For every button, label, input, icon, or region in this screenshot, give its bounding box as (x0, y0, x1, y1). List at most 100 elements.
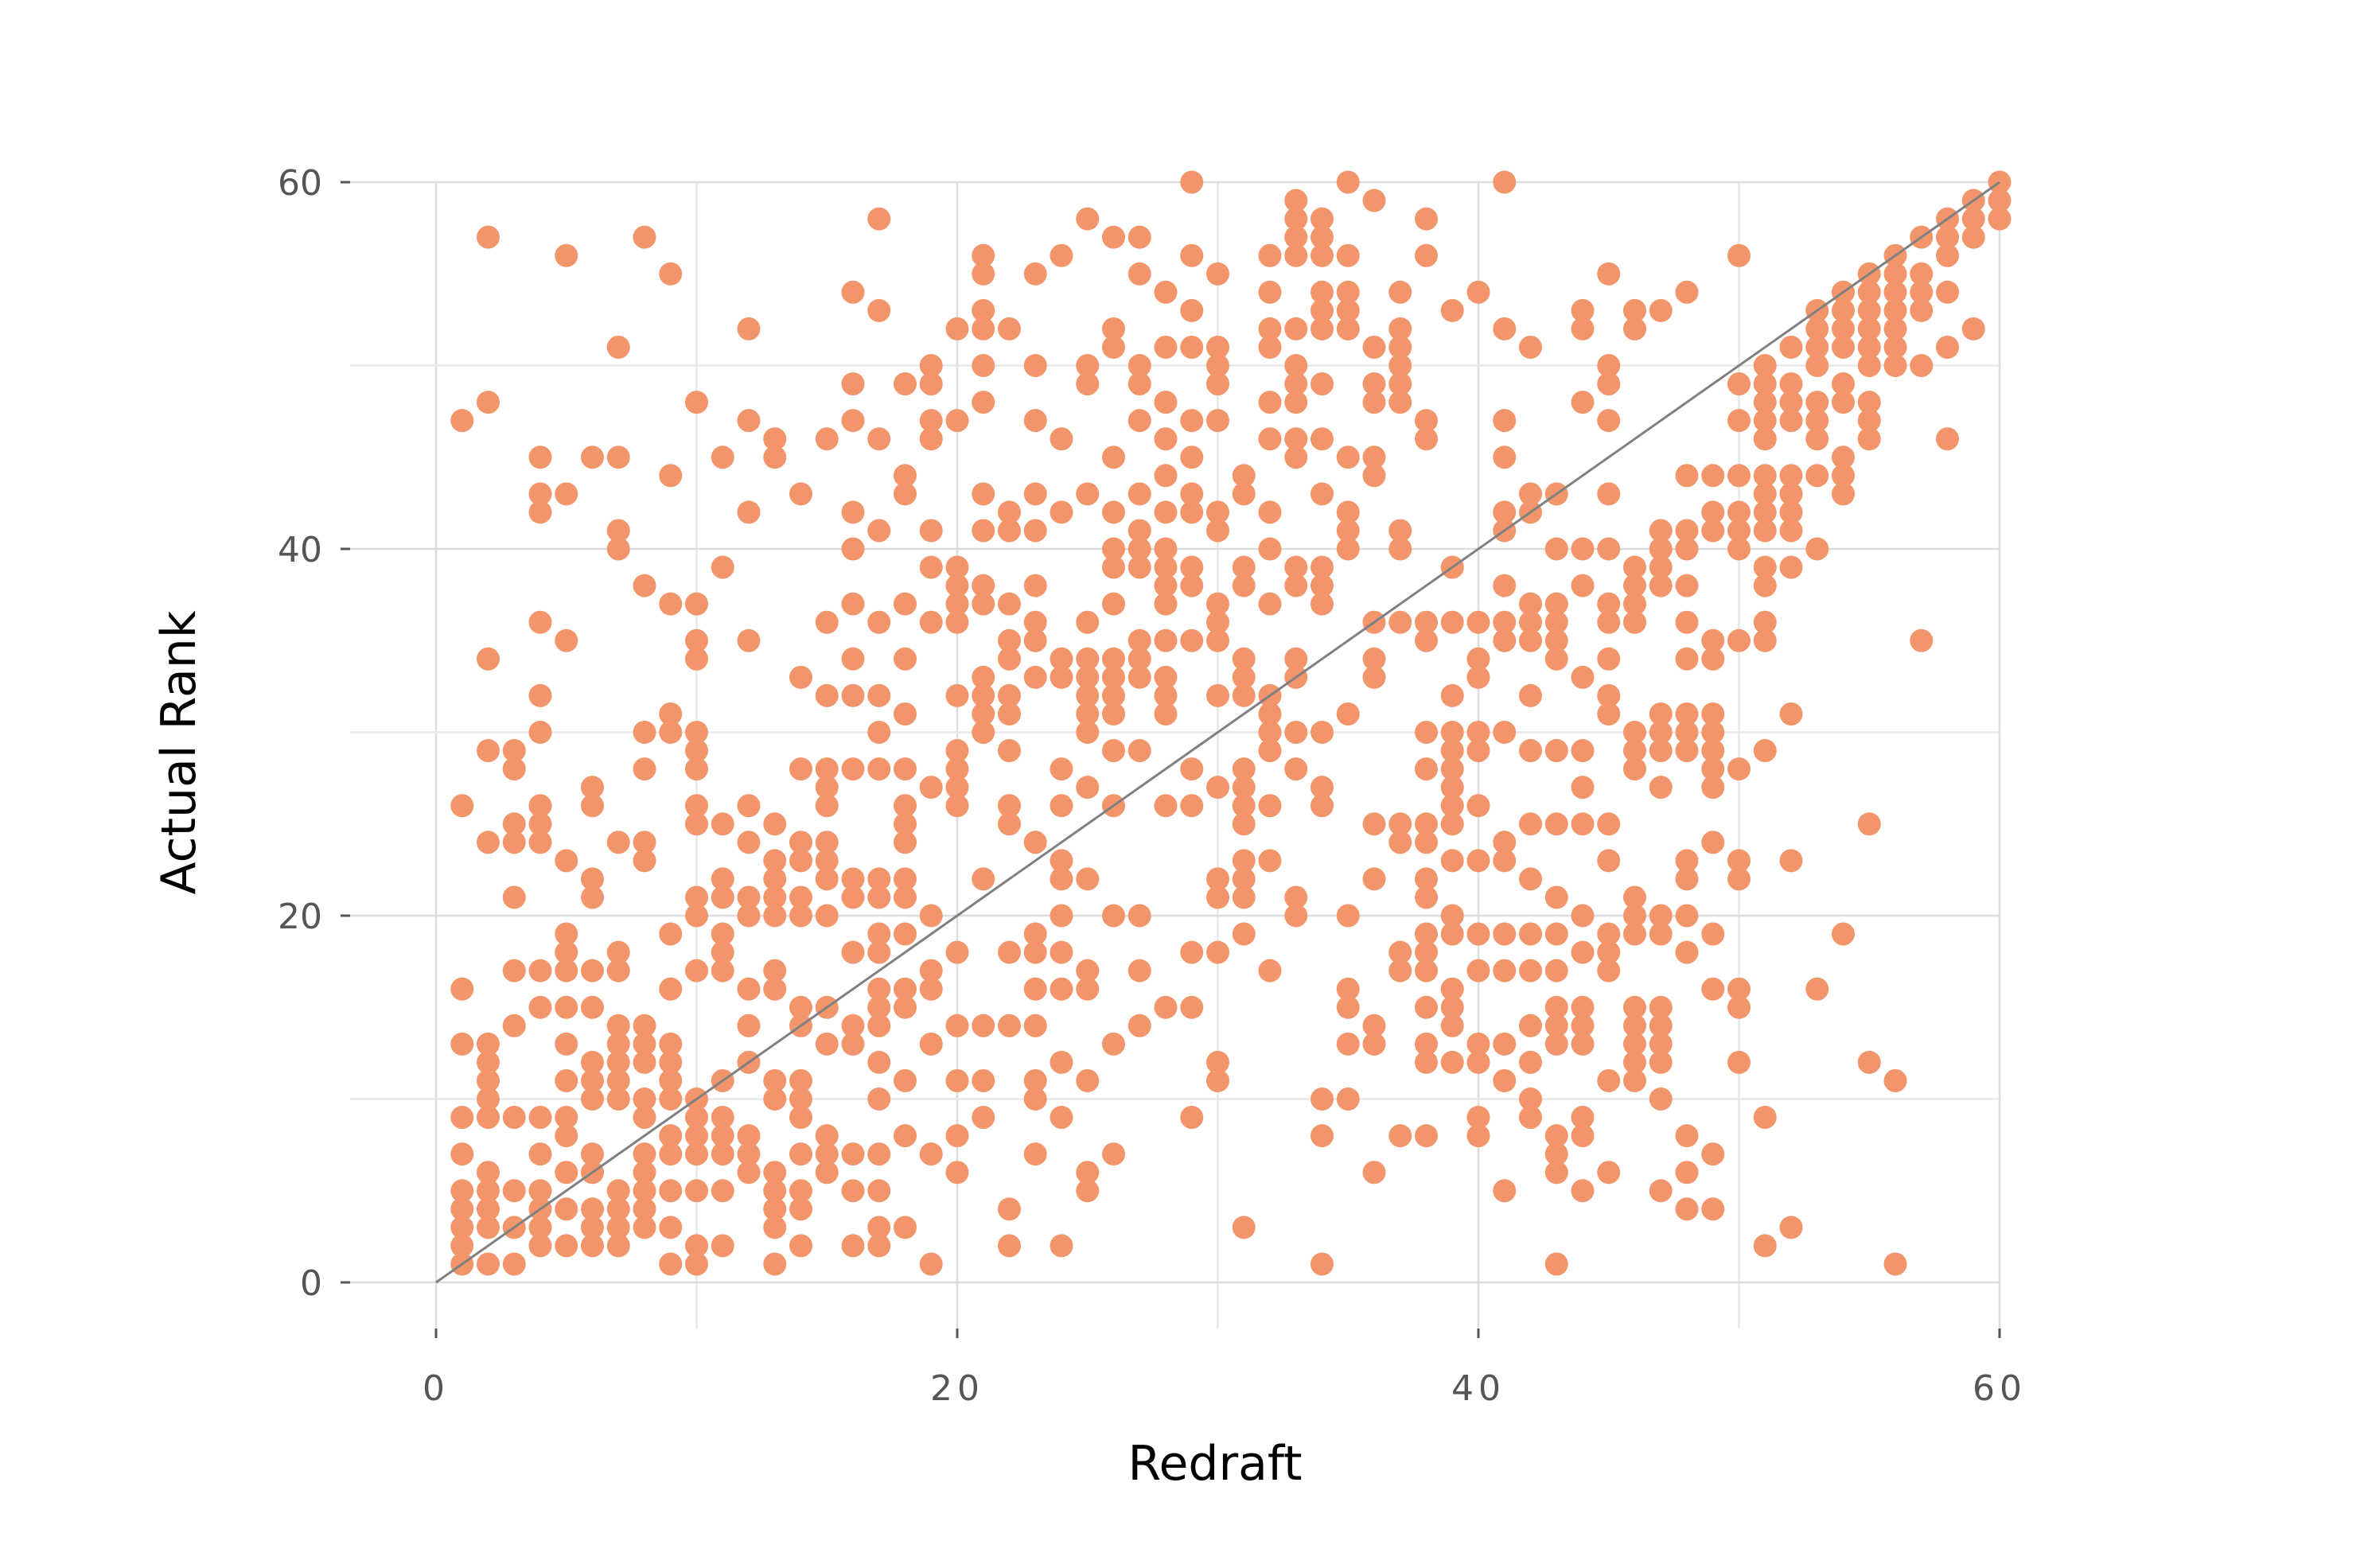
data-point (1571, 574, 1595, 597)
data-point (867, 427, 891, 451)
data-point (1805, 409, 1829, 433)
data-point (945, 555, 969, 579)
data-point (1180, 555, 1204, 579)
data-point (1076, 647, 1100, 671)
data-point (477, 647, 500, 671)
data-point (1544, 1124, 1568, 1148)
data-point (841, 500, 865, 524)
data-point (1388, 959, 1412, 982)
data-point (867, 298, 891, 322)
data-point (1076, 665, 1100, 689)
data-point (841, 885, 865, 909)
data-point (894, 812, 917, 836)
data-point (1493, 1068, 1517, 1092)
data-point (1258, 427, 1282, 451)
data-point (659, 464, 683, 488)
data-point (606, 1216, 630, 1239)
data-point (555, 959, 578, 982)
data-point (1857, 317, 1881, 340)
data-point (477, 1216, 500, 1239)
data-point (1701, 721, 1725, 744)
data-point (528, 721, 552, 744)
data-point (841, 940, 865, 964)
data-point (1493, 721, 1517, 744)
x-tick-label: 20 (930, 1368, 984, 1409)
data-point (1493, 1179, 1517, 1203)
data-point (894, 1216, 917, 1239)
data-point (1388, 519, 1412, 543)
data-point (1597, 683, 1621, 707)
data-point (1127, 354, 1151, 377)
data-point (685, 812, 708, 836)
data-point (450, 1234, 474, 1258)
data-point (1675, 849, 1699, 873)
data-point (1102, 1032, 1125, 1056)
data-point (1127, 628, 1151, 652)
data-point (1753, 519, 1777, 543)
data-point (581, 1216, 604, 1239)
data-point (1362, 1014, 1386, 1037)
data-point (1519, 812, 1542, 836)
data-point (867, 940, 891, 964)
data-point (1727, 1050, 1751, 1074)
data-point (1597, 537, 1621, 561)
data-point (894, 647, 917, 671)
data-point (1440, 776, 1464, 800)
data-point (1753, 391, 1777, 414)
data-point (1154, 665, 1178, 689)
data-point (1544, 628, 1568, 652)
data-point (841, 647, 865, 671)
data-point (659, 1142, 683, 1166)
data-point (1127, 739, 1151, 763)
data-point (1832, 922, 1855, 946)
data-point (1857, 1050, 1881, 1074)
data-point (1623, 1014, 1646, 1037)
data-point (450, 1216, 474, 1239)
y-tick-labels: 0 20 40 60 (278, 163, 322, 1304)
data-point (1232, 665, 1256, 689)
data-point (528, 1234, 552, 1258)
data-point (1440, 977, 1464, 1001)
data-point (867, 757, 891, 781)
data-point (945, 610, 969, 634)
data-point (1050, 757, 1073, 781)
data-point (1415, 409, 1438, 433)
data-point (606, 1068, 630, 1092)
data-point (1623, 610, 1646, 634)
data-point (1675, 739, 1699, 763)
data-point (789, 1197, 812, 1221)
y-tick-label: 0 (300, 1263, 322, 1304)
data-point (1284, 372, 1308, 396)
data-point (1311, 298, 1334, 322)
data-point (815, 1142, 839, 1166)
data-point (1571, 812, 1595, 836)
data-point (528, 683, 552, 707)
data-point (1675, 464, 1699, 488)
data-point (1232, 647, 1256, 671)
data-point (763, 959, 787, 982)
data-point (1311, 317, 1334, 340)
data-point (1701, 628, 1725, 652)
data-point (945, 739, 969, 763)
data-point (867, 207, 891, 231)
data-point (1050, 794, 1073, 818)
data-point (711, 1106, 734, 1130)
data-point (1076, 372, 1100, 396)
data-point (1832, 372, 1855, 396)
data-point (1415, 812, 1438, 836)
data-point (581, 867, 604, 891)
data-point (1127, 372, 1151, 396)
data-point (1180, 243, 1204, 267)
data-point (1336, 280, 1360, 304)
data-point (1571, 1032, 1595, 1056)
data-point (1597, 372, 1621, 396)
data-point (555, 243, 578, 267)
data-point (815, 831, 839, 854)
data-point (1023, 922, 1047, 946)
data-point (1232, 574, 1256, 597)
data-point (1832, 464, 1855, 488)
data-point (1571, 537, 1595, 561)
data-point (1206, 335, 1229, 359)
data-point (581, 1068, 604, 1092)
